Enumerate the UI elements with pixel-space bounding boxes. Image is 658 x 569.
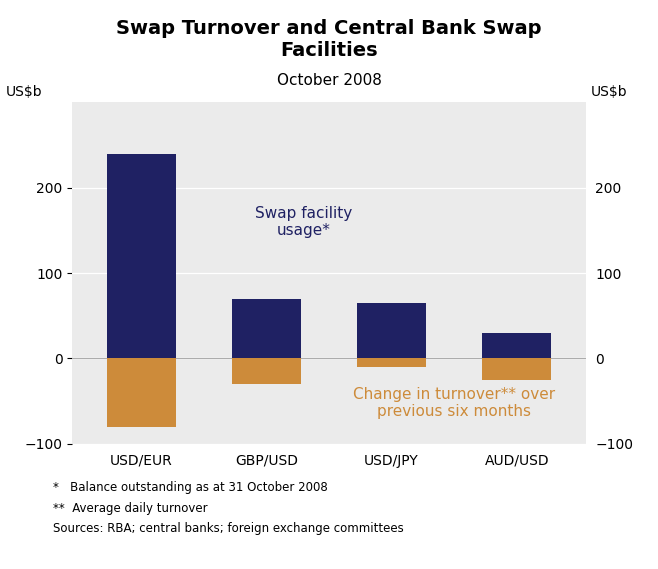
Bar: [107, 154, 176, 358]
Text: October 2008: October 2008: [276, 73, 382, 88]
Bar: [232, 299, 301, 358]
Text: Swap facility
usage*: Swap facility usage*: [255, 206, 353, 238]
Bar: [482, 358, 551, 380]
Bar: [232, 358, 301, 384]
Bar: [357, 303, 426, 358]
Text: **  Average daily turnover: ** Average daily turnover: [53, 502, 207, 515]
Text: Change in turnover** over
previous six months: Change in turnover** over previous six m…: [353, 387, 555, 419]
Text: US$b: US$b: [591, 85, 627, 99]
Bar: [357, 358, 426, 367]
Bar: [107, 358, 176, 427]
Bar: [482, 333, 551, 358]
Text: Sources: RBA; central banks; foreign exchange committees: Sources: RBA; central banks; foreign exc…: [53, 522, 403, 535]
Text: Swap Turnover and Central Bank Swap
Facilities: Swap Turnover and Central Bank Swap Faci…: [116, 19, 542, 60]
Text: *   Balance outstanding as at 31 October 2008: * Balance outstanding as at 31 October 2…: [53, 481, 328, 494]
Text: US$b: US$b: [6, 85, 42, 99]
